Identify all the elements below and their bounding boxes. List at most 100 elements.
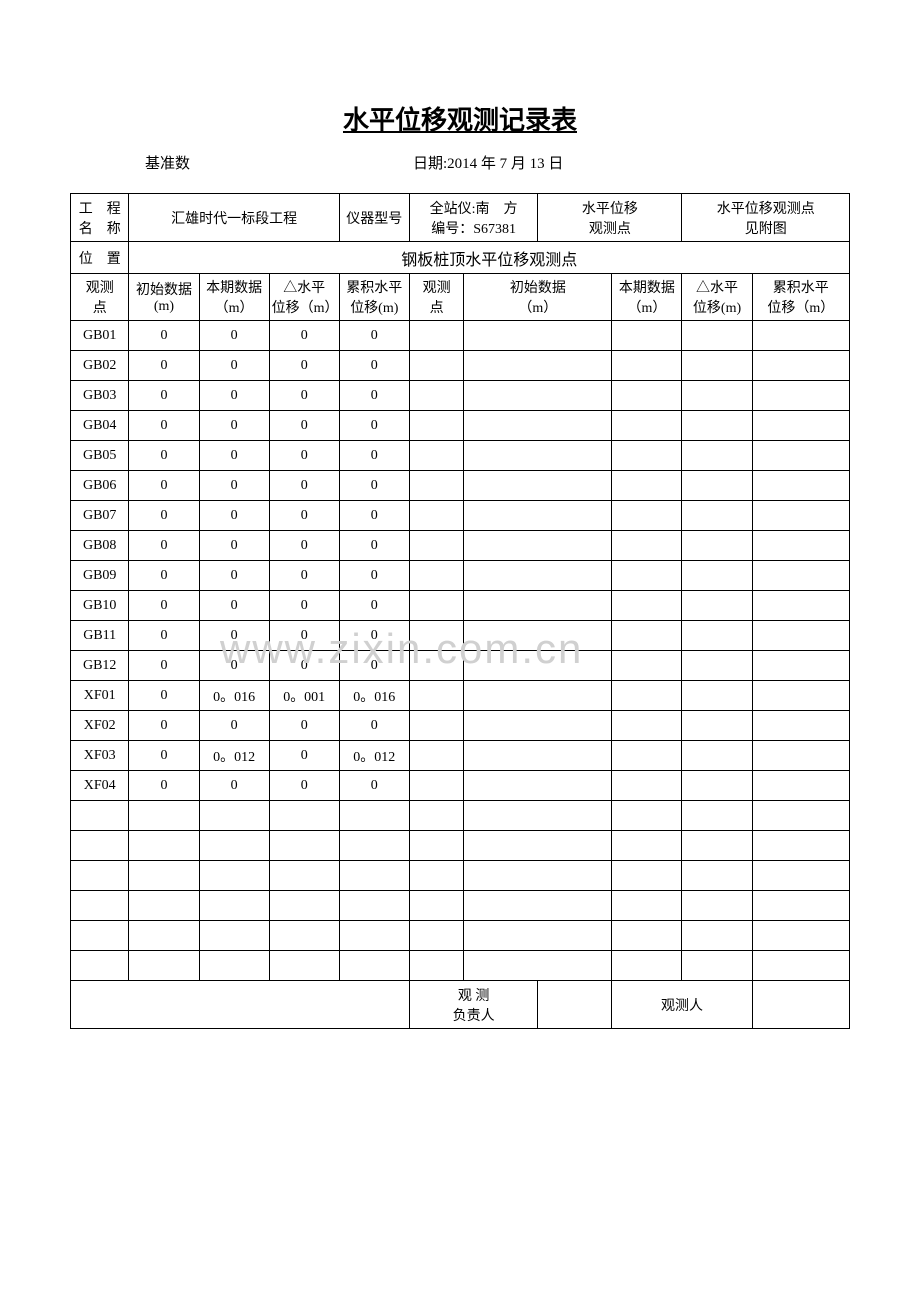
cell-delta: 0 [269, 561, 339, 591]
cell-current: 0 [199, 321, 269, 351]
cell-id: GB09 [71, 561, 129, 591]
column-headers: 观测 点 初始数据 (m) 本期数据 （m） △水平 位移（m） 累积水平 位移… [71, 274, 850, 321]
cell-id-right [409, 621, 464, 651]
position-label: 位 置 [71, 242, 129, 274]
subheader-right: 日期:2014 年 7 月 13 日 [413, 152, 850, 173]
cell-id-right [409, 561, 464, 591]
cell-delta: 0 [269, 741, 339, 771]
cell-empty [752, 831, 849, 861]
cell-empty [71, 921, 129, 951]
cell-cumulative: 0 [339, 411, 409, 441]
cell-delta: 0 [269, 471, 339, 501]
cell-delta-right [682, 561, 752, 591]
cell-delta-right [682, 501, 752, 531]
cell-empty [464, 921, 612, 951]
cell-initial-right [464, 741, 612, 771]
cell-initial-right [464, 381, 612, 411]
table-row-empty [71, 891, 850, 921]
cell-current: 0 [199, 561, 269, 591]
observer-label: 观测人 [612, 981, 752, 1029]
cell-cumulative: 0 [339, 441, 409, 471]
cell-empty [612, 951, 682, 981]
cell-cumulative-right [752, 321, 849, 351]
cell-current: 0 [199, 381, 269, 411]
cell-empty [682, 921, 752, 951]
cell-current-right [612, 741, 682, 771]
cell-empty [682, 951, 752, 981]
cell-cumulative-right [752, 681, 849, 711]
table-row-empty [71, 801, 850, 831]
cell-empty [464, 861, 612, 891]
cell-delta: 0 [269, 441, 339, 471]
table-row-empty [71, 921, 850, 951]
cell-empty [752, 801, 849, 831]
cell-delta: 0 [269, 591, 339, 621]
cell-delta-right [682, 441, 752, 471]
cell-initial: 0 [129, 591, 199, 621]
cell-current-right [612, 561, 682, 591]
subheader: 基准数 日期:2014 年 7 月 13 日 [70, 152, 850, 173]
cell-cumulative: 0 [339, 621, 409, 651]
col-initial-left: 初始数据 (m) [129, 274, 199, 321]
cell-cumulative: 0 [339, 381, 409, 411]
cell-empty [71, 861, 129, 891]
cell-initial: 0 [129, 381, 199, 411]
cell-current-right [612, 681, 682, 711]
cell-empty [409, 801, 464, 831]
cell-empty [339, 831, 409, 861]
cell-cumulative: 0 [339, 561, 409, 591]
table-row: GB07 0 0 0 0 [71, 501, 850, 531]
cell-empty [71, 951, 129, 981]
cell-initial-right [464, 441, 612, 471]
cell-current: 0 [199, 471, 269, 501]
table-row: GB09 0 0 0 0 [71, 561, 850, 591]
cell-delta: 0 [269, 621, 339, 651]
cell-empty [612, 801, 682, 831]
cell-id: XF04 [71, 771, 129, 801]
cell-initial-right [464, 561, 612, 591]
cell-empty [752, 861, 849, 891]
cell-id: GB06 [71, 471, 129, 501]
cell-empty [612, 861, 682, 891]
cell-id: XF01 [71, 681, 129, 711]
cell-current-right [612, 621, 682, 651]
cell-initial-right [464, 531, 612, 561]
cell-id: XF03 [71, 741, 129, 771]
cell-empty [199, 951, 269, 981]
cell-initial-right [464, 591, 612, 621]
cell-cumulative-right [752, 741, 849, 771]
cell-delta: 0 [269, 531, 339, 561]
cell-initial: 0 [129, 711, 199, 741]
cell-current: 0 [199, 621, 269, 651]
cell-current-right [612, 381, 682, 411]
table-row: GB11 0 0 0 0 [71, 621, 850, 651]
obs-point-value: 水平位移观测点 见附图 [682, 194, 850, 242]
cell-cumulative: 0 [339, 321, 409, 351]
cell-id-right [409, 501, 464, 531]
cell-empty [129, 801, 199, 831]
cell-initial: 0 [129, 441, 199, 471]
cell-delta: 0。001 [269, 681, 339, 711]
table-row: GB04 0 0 0 0 [71, 411, 850, 441]
cell-cumulative: 0 [339, 771, 409, 801]
cell-initial: 0 [129, 411, 199, 441]
cell-current: 0 [199, 411, 269, 441]
cell-delta-right [682, 531, 752, 561]
cell-empty [199, 831, 269, 861]
cell-cumulative-right [752, 621, 849, 651]
cell-id: GB04 [71, 411, 129, 441]
cell-initial-right [464, 471, 612, 501]
cell-empty [612, 921, 682, 951]
cell-initial-right [464, 771, 612, 801]
cell-cumulative: 0 [339, 351, 409, 381]
cell-empty [269, 951, 339, 981]
cell-empty [612, 891, 682, 921]
cell-current-right [612, 591, 682, 621]
cell-empty [269, 921, 339, 951]
cell-id: GB05 [71, 441, 129, 471]
cell-current: 0 [199, 351, 269, 381]
col-delta-left: △水平 位移（m） [269, 274, 339, 321]
col-delta-right: △水平 位移(m) [682, 274, 752, 321]
cell-initial: 0 [129, 531, 199, 561]
cell-delta-right [682, 411, 752, 441]
